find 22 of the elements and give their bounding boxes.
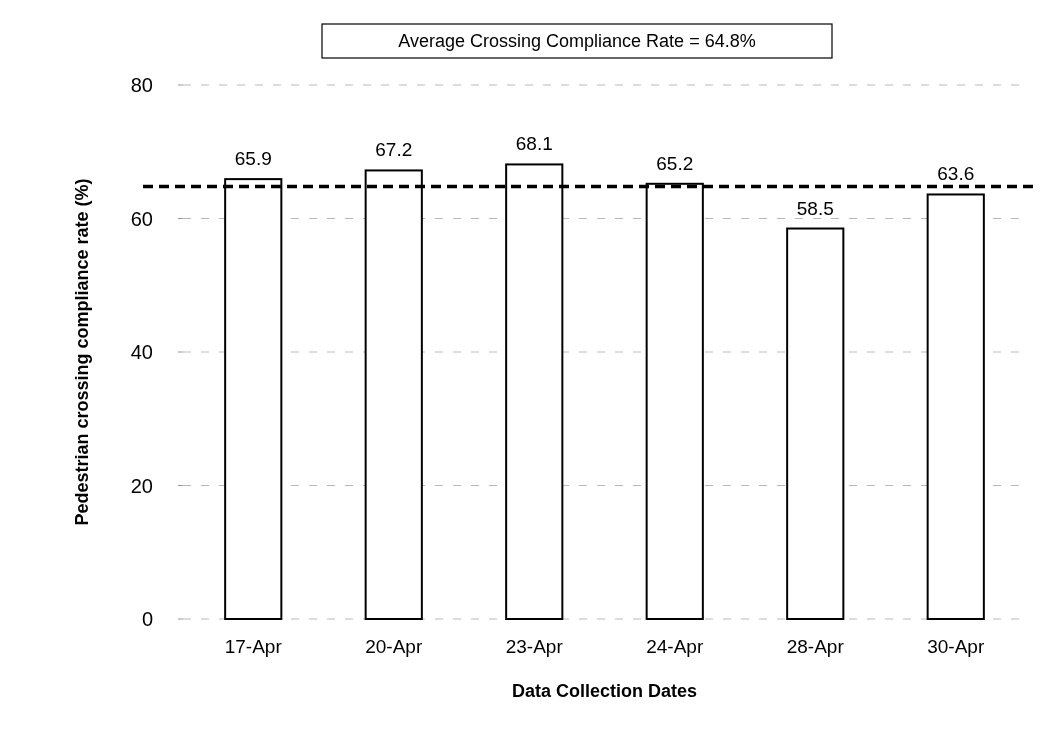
y-tick-label: 20 <box>130 474 153 497</box>
x-tick-label: 17-Apr <box>224 636 283 657</box>
x-tick-label: 23-Apr <box>505 636 564 657</box>
data-label: 58.5 <box>796 197 834 219</box>
data-label: 67.2 <box>375 139 413 161</box>
x-tick-label: 30-Apr <box>927 636 985 657</box>
y-tick-label: 80 <box>130 74 153 96</box>
bar <box>926 193 985 620</box>
data-label: 63.6 <box>937 163 975 185</box>
x-tick-label: 20-Apr <box>365 636 423 657</box>
y-tick-label: 0 <box>141 608 153 630</box>
data-label: 65.2 <box>656 152 694 174</box>
x-tick-label: 24-Apr <box>646 636 704 657</box>
ref-line-label: Average Crossing Compliance Rate = 64.8% <box>398 31 756 52</box>
y-tick-label: 40 <box>130 341 153 363</box>
data-label: 65.9 <box>234 148 272 170</box>
x-tick-label: 28-Apr <box>786 636 845 657</box>
data-label: 68.1 <box>515 133 553 155</box>
bar <box>786 227 845 620</box>
y-tick-label: 60 <box>130 207 153 230</box>
x-axis-title: Data Collection Dates <box>511 681 698 701</box>
y-axis-title: Pedestrian crossing compliance rate (%) <box>72 178 92 526</box>
